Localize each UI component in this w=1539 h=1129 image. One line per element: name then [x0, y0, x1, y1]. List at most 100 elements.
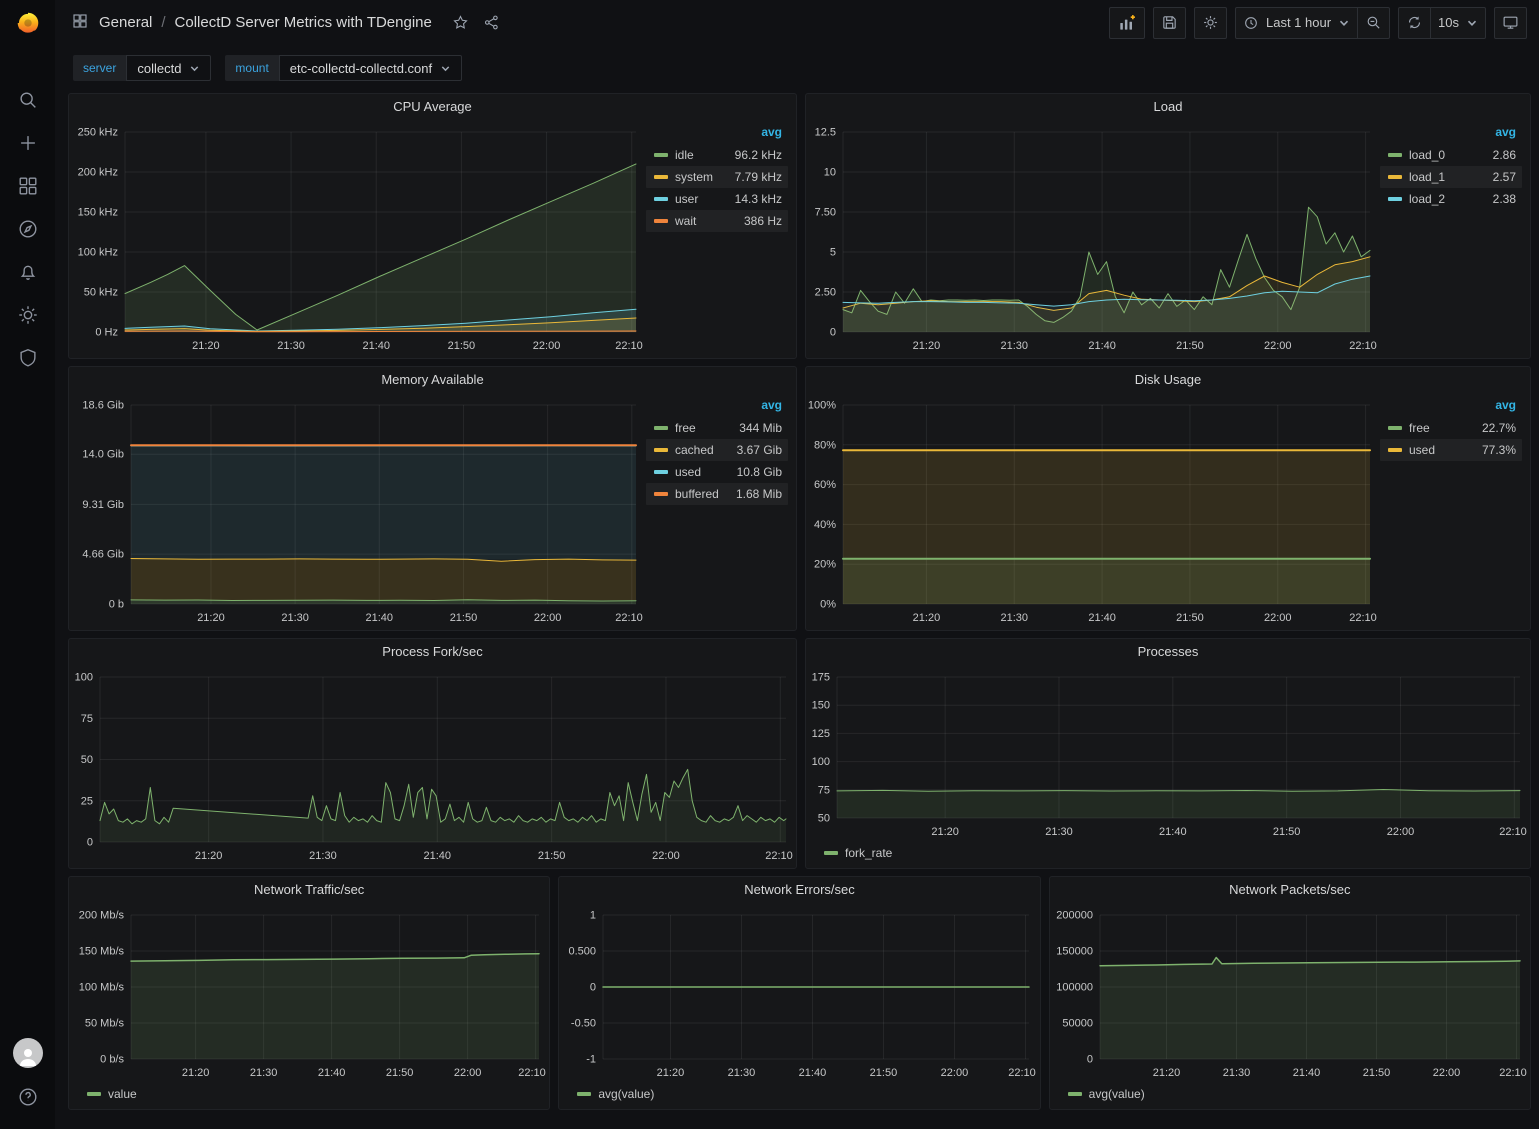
server-admin-shield-icon: [19, 349, 36, 367]
panel-process-fork: Process Fork/sec 21:20 21:30 21:40 21:50 22:…: [68, 638, 797, 869]
clock-icon: [1245, 16, 1257, 29]
sidebar-item-search[interactable]: [16, 88, 40, 112]
sidebar-item-server-admin[interactable]: [16, 346, 40, 370]
dashboard-title[interactable]: CollectD Server Metrics with TDengine: [174, 14, 432, 31]
legend-item-free[interactable]: free 22.7%: [1380, 417, 1522, 439]
star-dashboard-button[interactable]: [450, 12, 471, 33]
legend-item-avg(value)[interactable]: avg(value): [577, 1087, 654, 1101]
chart-load[interactable]: 21:20 21:30 21:40 21:50 22:00 22:10 0 2.50 5 7.50…: [806, 120, 1380, 358]
svg-text:22:00: 22:00: [454, 1067, 482, 1079]
help-button[interactable]: [16, 1085, 40, 1109]
legend-item-load_0[interactable]: load_0 2.86: [1380, 144, 1522, 166]
dashboards-icon: [19, 177, 36, 195]
panel-title[interactable]: CPU Average: [393, 99, 472, 114]
panel-title[interactable]: Network Errors/sec: [744, 882, 855, 897]
legend-item-avg(value)[interactable]: avg(value): [1067, 1087, 1145, 1101]
sidebar-item-create[interactable]: [16, 131, 40, 155]
legend-item-system[interactable]: system 7.79 kHz: [646, 166, 788, 188]
svg-text:0%: 0%: [820, 599, 836, 611]
sidebar-item-explore[interactable]: [16, 217, 40, 241]
legend-item-user[interactable]: user 14.3 kHz: [646, 188, 788, 210]
legend-stat-header[interactable]: avg: [761, 125, 782, 139]
chart-processes[interactable]: 21:20 21:30 21:40 21:50 22:00 22:10 50 75 100 125…: [806, 665, 1530, 844]
legend-item-load_2[interactable]: load_2 2.38: [1380, 188, 1522, 210]
legend-item-free[interactable]: free 344 Mib: [646, 417, 788, 439]
svg-text:80%: 80%: [814, 439, 836, 451]
legend-stat-header[interactable]: avg: [761, 398, 782, 412]
dashboard-settings-button[interactable]: [1193, 6, 1227, 39]
legend-series-value: 14.3 kHz: [734, 192, 782, 206]
legend-series-value: 22.7%: [1481, 421, 1516, 435]
save-dashboard-button[interactable]: [1152, 6, 1186, 39]
save-dashboard-icon: [1163, 16, 1176, 29]
panel-title[interactable]: Network Traffic/sec: [254, 882, 365, 897]
series-swatch-icon: [654, 153, 668, 157]
svg-text:22:10: 22:10: [1349, 612, 1377, 624]
time-range-picker[interactable]: Last 1 hour: [1234, 6, 1359, 39]
legend-item-fork_rate[interactable]: fork_rate: [824, 846, 892, 860]
svg-text:21:30: 21:30: [1222, 1067, 1250, 1079]
legend-item-used[interactable]: used 77.3%: [1380, 439, 1522, 461]
panel-title[interactable]: Memory Available: [381, 372, 484, 387]
svg-text:175: 175: [812, 672, 830, 684]
legend-stat-header[interactable]: avg: [1495, 125, 1516, 139]
panel-title[interactable]: Network Packets/sec: [1229, 882, 1351, 897]
svg-text:21:50: 21:50: [386, 1067, 414, 1079]
sidebar-item-configuration[interactable]: [16, 303, 40, 327]
chart-disk-usage[interactable]: 21:20 21:30 21:40 21:50 22:00 22:10 0% 20% 40% 60…: [806, 393, 1380, 630]
svg-text:22:00: 22:00: [652, 850, 680, 862]
legend-item-load_1[interactable]: load_1 2.57: [1380, 166, 1522, 188]
legend-series-value: 386 Hz: [743, 214, 782, 228]
variable-server-value-dropdown[interactable]: collectd: [126, 55, 212, 81]
svg-text:100: 100: [75, 672, 93, 684]
sidebar-item-dashboards[interactable]: [16, 174, 40, 198]
legend-item-wait[interactable]: wait 386 Hz: [646, 210, 788, 232]
variable-server: server collectd: [73, 55, 212, 81]
svg-text:21:20: 21:20: [931, 826, 959, 838]
chart-cpu-average[interactable]: 21:20 21:30 21:40 21:50 22:00 22:10 0 Hz 50 kHz…: [69, 120, 646, 358]
chart-process-fork[interactable]: 21:20 21:30 21:40 21:50 22:00 22:10 0 25 50 75 100: [69, 665, 796, 868]
legend-item-value[interactable]: value: [87, 1087, 137, 1101]
chart-network-packets[interactable]: 21:20 21:30 21:40 21:50 22:00 22:10 0 50000 1000…: [1050, 903, 1530, 1085]
refresh-interval-picker[interactable]: 10s: [1431, 6, 1486, 39]
refresh-button[interactable]: [1398, 6, 1432, 39]
panel-title[interactable]: Load: [1153, 99, 1183, 114]
chart-network-errors[interactable]: 21:20 21:30 21:40 21:50 22:00 22:10 -1 -0.50 0 0.…: [559, 903, 1039, 1085]
grafana-logo[interactable]: [0, 0, 55, 46]
user-avatar-icon: [19, 1049, 36, 1066]
svg-text:21:40: 21:40: [1159, 826, 1187, 838]
zoom-out-time-button[interactable]: [1358, 6, 1391, 39]
legend-item-cached[interactable]: cached 3.67 Gib: [646, 439, 788, 461]
legend-item-buffered[interactable]: buffered 1.68 Mib: [646, 483, 788, 505]
variable-mount: mount etc-collectd-collectd.conf: [225, 55, 463, 81]
legend-item-used[interactable]: used 10.8 Gib: [646, 461, 788, 483]
legend-series-name: avg(value): [1088, 1087, 1145, 1101]
svg-text:21:40: 21:40: [366, 612, 394, 624]
panel-title[interactable]: Disk Usage: [1134, 372, 1202, 387]
legend-item-idle[interactable]: idle 96.2 kHz: [646, 144, 788, 166]
variable-mount-value-dropdown[interactable]: etc-collectd-collectd.conf: [278, 55, 463, 81]
svg-text:200 kHz: 200 kHz: [78, 167, 118, 179]
panel-title[interactable]: Processes: [1137, 644, 1199, 659]
svg-text:0 b/s: 0 b/s: [100, 1054, 124, 1066]
refresh-icon: [1409, 16, 1421, 29]
cycle-view-mode-button[interactable]: [1494, 6, 1527, 39]
sidebar-item-alerting[interactable]: [16, 260, 40, 284]
svg-text:150 kHz: 150 kHz: [78, 207, 118, 219]
legend-series-name: cached: [675, 443, 714, 457]
chart-memory-available[interactable]: 21:20 21:30 21:40 21:50 22:00 22:10 0 b 4.66 Gi…: [69, 393, 646, 630]
chart-network-traffic[interactable]: 21:20 21:30 21:40 21:50 22:00 22:10 0 b/s 50 Mb…: [69, 903, 549, 1085]
breadcrumb-folder[interactable]: General: [99, 14, 153, 31]
panel-memory-available: Memory Available 21:20 21:30 21:40 21:50 22:…: [68, 366, 797, 631]
svg-text:22:10: 22:10: [615, 340, 643, 352]
svg-text:21:50: 21:50: [448, 340, 476, 352]
legend-series-value: 3.67 Gib: [736, 443, 782, 457]
panel-title[interactable]: Process Fork/sec: [382, 644, 483, 659]
user-profile-button[interactable]: [12, 1038, 43, 1068]
add-panel-button[interactable]: [1108, 6, 1145, 39]
panel-legend: avg idle 96.2 kHz system 7.79 kHz user 14.3 kH…: [646, 120, 796, 358]
series-swatch-icon: [824, 851, 838, 855]
share-dashboard-button[interactable]: [481, 12, 502, 33]
legend-stat-header[interactable]: avg: [1495, 398, 1516, 412]
series-swatch-icon: [1388, 448, 1402, 452]
